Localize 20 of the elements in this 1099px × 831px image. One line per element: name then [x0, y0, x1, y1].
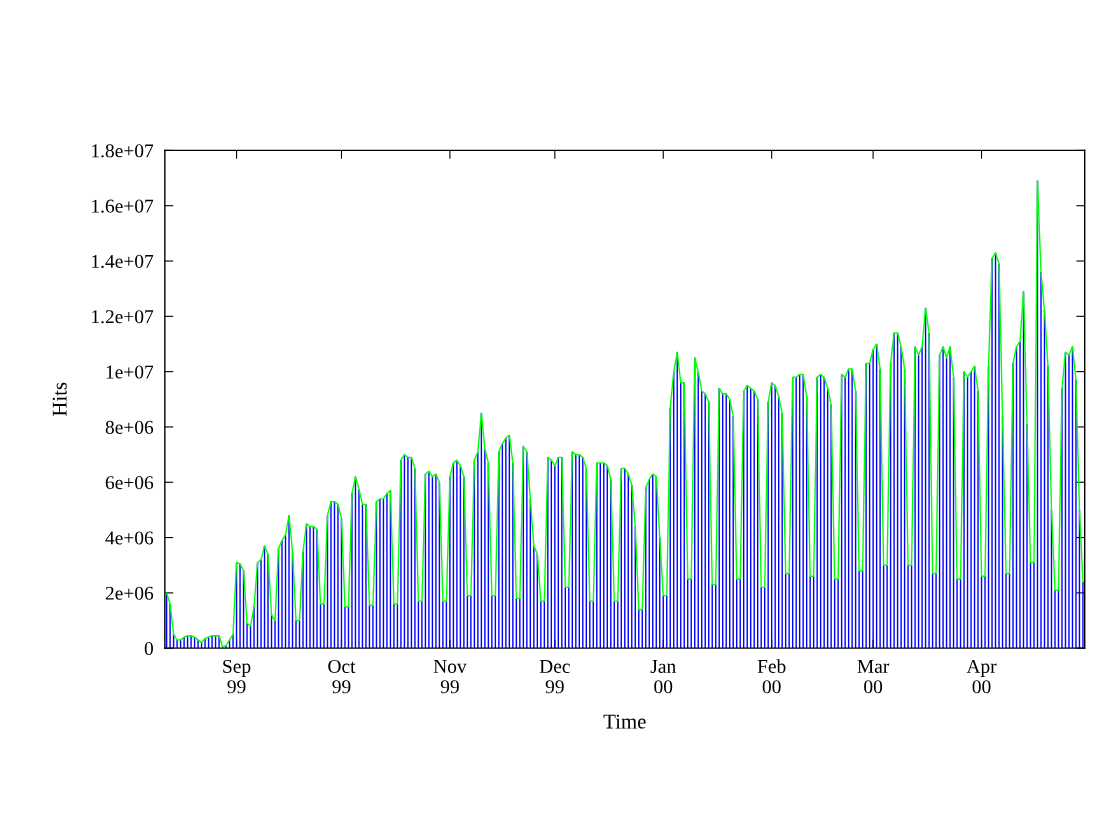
- x-tick-label: Jan 00: [650, 660, 676, 694]
- x-tick-label: Dec 99: [539, 660, 570, 694]
- x-axis-title: Time: [603, 714, 646, 729]
- y-tick-label: 0: [144, 642, 153, 656]
- y-axis-title: Hits: [52, 382, 67, 417]
- y-tick-label: 6e+06: [105, 476, 154, 490]
- x-tick-label: Apr 00: [966, 659, 997, 694]
- x-tick-label: Oct 99: [328, 659, 356, 694]
- x-tick-label: Feb 00: [757, 659, 786, 694]
- y-tick-label: 2e+06: [105, 586, 154, 600]
- x-tick-label: Mar 00: [857, 660, 890, 694]
- y-tick-label: 1.2e+07: [92, 310, 154, 324]
- x-tick-label: Nov 99: [433, 660, 467, 694]
- y-tick-label: 1e+07: [106, 365, 154, 379]
- y-tick-label: 4e+06: [105, 531, 154, 545]
- y-tick-label: 1.8e+07: [92, 144, 154, 158]
- y-tick-label: 8e+06: [105, 420, 154, 434]
- y-tick-label: 1.6e+07: [92, 199, 154, 213]
- x-tick-label: Sep 99: [223, 659, 251, 694]
- y-tick-label: 1.4e+07: [92, 254, 154, 269]
